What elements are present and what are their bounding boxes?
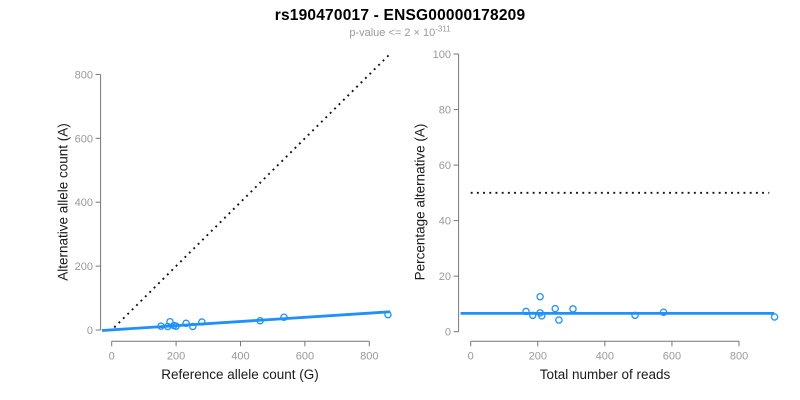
y-axis-tick-label: 200 [75,261,93,273]
data-point [522,307,530,316]
data-point [551,304,559,313]
data-point [555,316,563,324]
subtitle-exponent: -311 [435,24,451,34]
subtitle-text: p-value <= 2 × 10 [349,27,436,39]
data-point [166,317,174,326]
y-axis-tick-label: 100 [433,49,451,61]
x-axis-tick-label: 0 [468,350,474,362]
x-axis-label-left-plot: Reference allele count (G) [161,367,319,382]
x-axis-tick-label: 800 [730,350,748,362]
y-axis-tick-label: 0 [87,325,93,337]
x-axis-label-right-plot: Total number of reads [539,367,671,382]
left-plot: 0 200 400 600 800 0 200 400 600 800 [75,54,392,362]
y-axis-tick-label: 0 [445,327,451,339]
x-axis-tick-label: 600 [663,350,681,362]
data-point [256,316,264,325]
data-point [280,313,288,321]
data-point [631,311,639,320]
data-point [528,311,537,320]
data-point [770,313,779,321]
data-point [536,292,544,301]
data-point [172,322,180,330]
y-axis-tick-label: 60 [439,160,451,172]
y-axis-tick-label: 80 [439,105,451,117]
data-point [538,312,546,320]
y-axis-tick-label: 40 [439,216,451,228]
x-axis-tick-label: 400 [231,350,249,362]
y-axis-tick-label: 600 [75,133,93,145]
identity-line [113,54,390,329]
x-axis-tick-label: 200 [167,350,185,362]
data-point [198,318,206,326]
y-axis-label-left-plot: Alternative allele count (A) [55,123,71,281]
y-axis-tick-label: 400 [75,197,93,209]
x-axis-tick-label: 600 [296,350,314,362]
x-axis-tick-label: 0 [109,350,115,362]
data-point [569,305,577,313]
data-point [384,310,392,319]
trend-line [101,310,391,332]
right-plot: 0 20 40 60 80 100 0 200 400 600 800 [433,49,779,362]
x-axis-tick-label: 800 [360,350,378,362]
data-point [182,319,190,328]
data-point [659,308,668,317]
x-axis-tick-label: 200 [529,350,547,362]
y-axis-tick-label: 800 [75,69,93,81]
figure-title: rs190470017 - ENSG00000178209 [274,7,526,24]
figure-subtitle: p-value <= 2 × 10-311 [0,24,800,39]
x-axis-tick-label: 400 [596,350,614,362]
y-axis-tick-label: 20 [439,271,451,283]
y-axis-label-right-plot: Percentage alternative (A) [412,123,428,281]
data-point [189,322,197,331]
